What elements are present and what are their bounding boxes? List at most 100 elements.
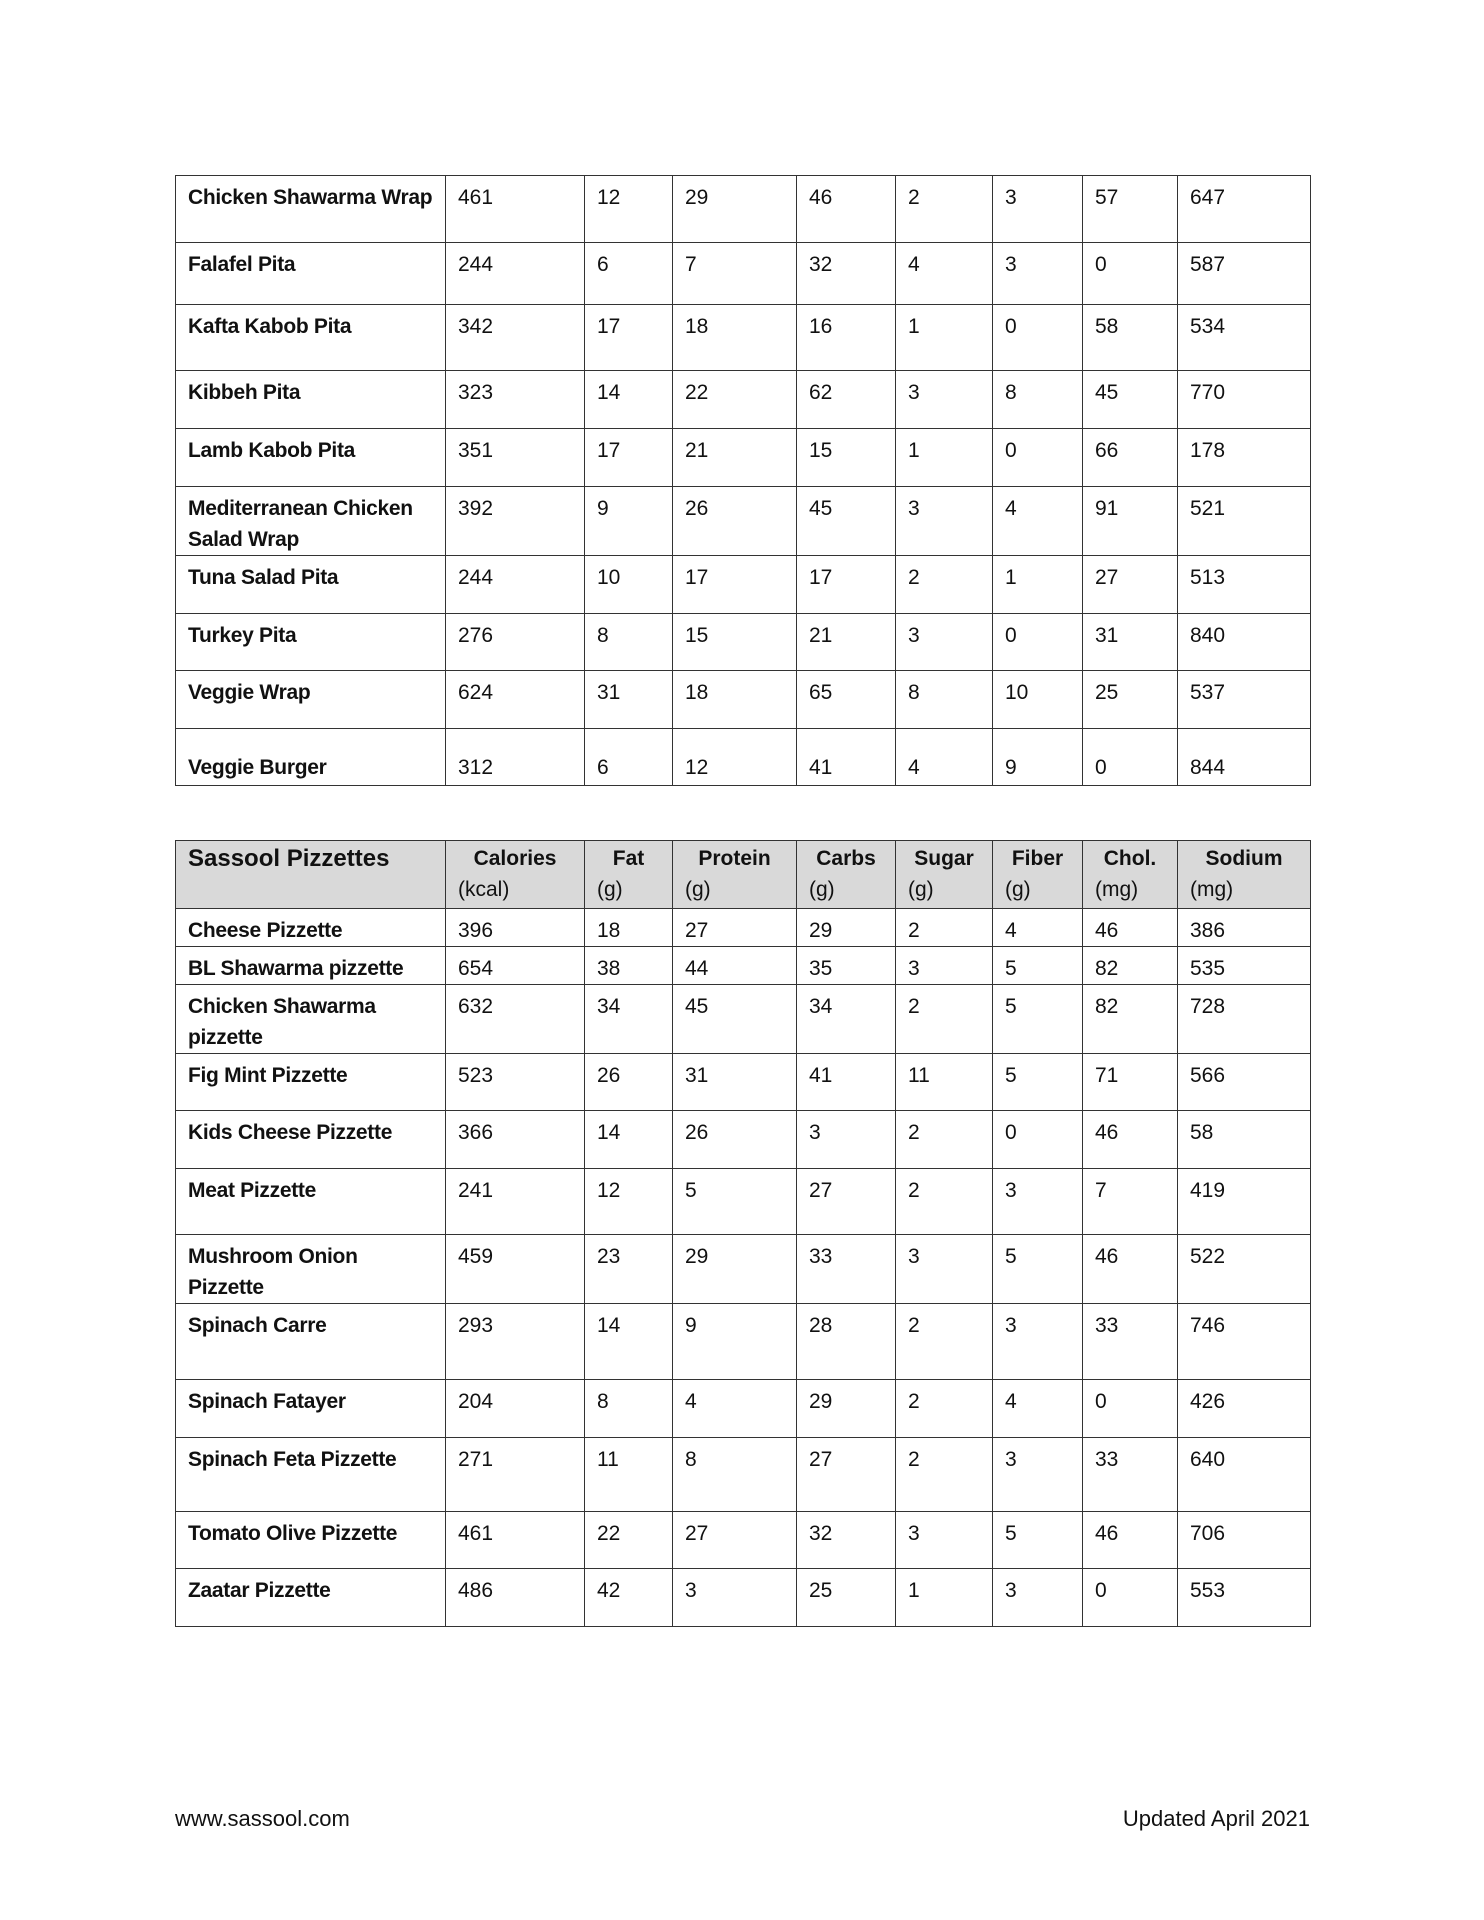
value-cell: 14 bbox=[584, 1110, 673, 1169]
value-cell: 18 bbox=[584, 908, 673, 947]
value-cell: 342 bbox=[445, 304, 585, 371]
value-cell: 587 bbox=[1177, 242, 1311, 305]
value-cell: 386 bbox=[1177, 908, 1311, 947]
value-cell: 521 bbox=[1177, 486, 1311, 556]
value-cell: 46 bbox=[1082, 1110, 1178, 1169]
column-label: Fiber bbox=[1011, 847, 1064, 870]
value-cell: 71 bbox=[1082, 1053, 1178, 1111]
value-cell: 706 bbox=[1177, 1511, 1311, 1569]
value-cell: 5 bbox=[992, 1234, 1083, 1304]
value-cell: 3 bbox=[992, 1568, 1083, 1627]
value-cell: 82 bbox=[1082, 946, 1178, 985]
value-cell: 5 bbox=[992, 1511, 1083, 1569]
value-cell: 624 bbox=[445, 670, 585, 729]
value-cell: 8 bbox=[584, 613, 673, 671]
value-cell: 91 bbox=[1082, 486, 1178, 556]
value-cell: 15 bbox=[672, 613, 797, 671]
table-row: BL Shawarma pizzette 654 38 44 35 3 5 82 535 bbox=[175, 946, 1311, 985]
value-cell: 419 bbox=[1177, 1168, 1311, 1235]
value-cell: 58 bbox=[1177, 1110, 1311, 1169]
value-cell: 11 bbox=[895, 1053, 993, 1111]
value-cell: 4 bbox=[992, 1379, 1083, 1438]
value-cell: 2 bbox=[895, 1437, 993, 1512]
column-label: Carbs bbox=[816, 847, 876, 870]
value-cell: 29 bbox=[672, 175, 797, 243]
column-label: Calories bbox=[473, 847, 557, 870]
column-header: Sugar (g) bbox=[895, 840, 993, 909]
column-header: Carbs (g) bbox=[796, 840, 896, 909]
value-cell: 459 bbox=[445, 1234, 585, 1304]
value-cell: 33 bbox=[796, 1234, 896, 1304]
value-cell: 632 bbox=[445, 984, 585, 1054]
table-row: Tuna Salad Pita 244 10 17 17 2 1 27 513 bbox=[175, 555, 1311, 614]
column-unit: (g) bbox=[1005, 878, 1031, 901]
table-row: Lamb Kabob Pita 351 17 21 15 1 0 66 178 bbox=[175, 428, 1311, 487]
value-cell: 17 bbox=[584, 428, 673, 487]
column-label: Chol. bbox=[1103, 847, 1157, 870]
value-cell: 33 bbox=[1082, 1437, 1178, 1512]
value-cell: 45 bbox=[1082, 370, 1178, 429]
value-cell: 4 bbox=[992, 486, 1083, 556]
value-cell: 22 bbox=[584, 1511, 673, 1569]
value-cell: 41 bbox=[796, 728, 896, 786]
table-row: Veggie Wrap 624 31 18 65 8 10 25 537 bbox=[175, 670, 1311, 729]
column-unit: (kcal) bbox=[458, 878, 510, 901]
value-cell: 0 bbox=[1082, 1379, 1178, 1438]
pizzettes-nutrition-table: Sassool Pizzettes Calories (kcal) Fat (g) Pr… bbox=[175, 840, 1311, 1627]
item-name-cell: Kids Cheese Pizzette bbox=[175, 1110, 446, 1169]
value-cell: 27 bbox=[796, 1437, 896, 1512]
table-row: Tomato Olive Pizzette 461 22 27 32 3 5 46 706 bbox=[175, 1511, 1311, 1569]
value-cell: 9 bbox=[672, 1303, 797, 1380]
value-cell: 2 bbox=[895, 555, 993, 614]
item-name-cell: Meat Pizzette bbox=[175, 1168, 446, 1235]
item-name-cell: Mediterranean Chicken Salad Wrap bbox=[175, 486, 446, 556]
table-row: Spinach Carre 293 14 9 28 2 3 33 746 bbox=[175, 1303, 1311, 1380]
table-row: Veggie Burger 312 6 12 41 4 9 0 844 bbox=[175, 728, 1311, 786]
value-cell: 46 bbox=[1082, 1511, 1178, 1569]
value-cell: 1 bbox=[895, 1568, 993, 1627]
table-row: Kids Cheese Pizzette 366 14 26 3 2 0 46 58 bbox=[175, 1110, 1311, 1169]
column-label: Protein bbox=[698, 847, 771, 870]
value-cell: 62 bbox=[796, 370, 896, 429]
value-cell: 178 bbox=[1177, 428, 1311, 487]
value-cell: 6 bbox=[584, 242, 673, 305]
value-cell: 45 bbox=[796, 486, 896, 556]
value-cell: 535 bbox=[1177, 946, 1311, 985]
value-cell: 523 bbox=[445, 1053, 585, 1111]
value-cell: 10 bbox=[584, 555, 673, 614]
item-name-cell: Veggie Wrap bbox=[175, 670, 446, 729]
item-name-cell: Falafel Pita bbox=[175, 242, 446, 305]
value-cell: 29 bbox=[796, 1379, 896, 1438]
value-cell: 9 bbox=[992, 728, 1083, 786]
column-unit: (mg) bbox=[1095, 878, 1139, 901]
value-cell: 351 bbox=[445, 428, 585, 487]
value-cell: 41 bbox=[796, 1053, 896, 1111]
value-cell: 32 bbox=[796, 242, 896, 305]
value-cell: 18 bbox=[672, 670, 797, 729]
value-cell: 426 bbox=[1177, 1379, 1311, 1438]
value-cell: 3 bbox=[992, 242, 1083, 305]
table-row: Spinach Fatayer 204 8 4 29 2 4 0 426 bbox=[175, 1379, 1311, 1438]
value-cell: 26 bbox=[672, 486, 797, 556]
item-name-cell: Lamb Kabob Pita bbox=[175, 428, 446, 487]
value-cell: 15 bbox=[796, 428, 896, 487]
item-name-cell: Spinach Fatayer bbox=[175, 1379, 446, 1438]
value-cell: 12 bbox=[584, 1168, 673, 1235]
value-cell: 2 bbox=[895, 1110, 993, 1169]
value-cell: 2 bbox=[895, 984, 993, 1054]
value-cell: 31 bbox=[1082, 613, 1178, 671]
value-cell: 42 bbox=[584, 1568, 673, 1627]
value-cell: 82 bbox=[1082, 984, 1178, 1054]
value-cell: 34 bbox=[796, 984, 896, 1054]
value-cell: 6 bbox=[584, 728, 673, 786]
table-row: Chicken Shawarma pizzette 632 34 45 34 2 5 82 72… bbox=[175, 984, 1311, 1054]
table-row: Chicken Shawarma Wrap 461 12 29 46 2 3 57 647 bbox=[175, 175, 1311, 243]
table-row: Spinach Feta Pizzette 271 11 8 27 2 3 33 640 bbox=[175, 1437, 1311, 1512]
value-cell: 21 bbox=[796, 613, 896, 671]
value-cell: 2 bbox=[895, 1303, 993, 1380]
column-unit: (g) bbox=[809, 878, 835, 901]
value-cell: 46 bbox=[1082, 1234, 1178, 1304]
value-cell: 26 bbox=[672, 1110, 797, 1169]
value-cell: 537 bbox=[1177, 670, 1311, 729]
value-cell: 647 bbox=[1177, 175, 1311, 243]
